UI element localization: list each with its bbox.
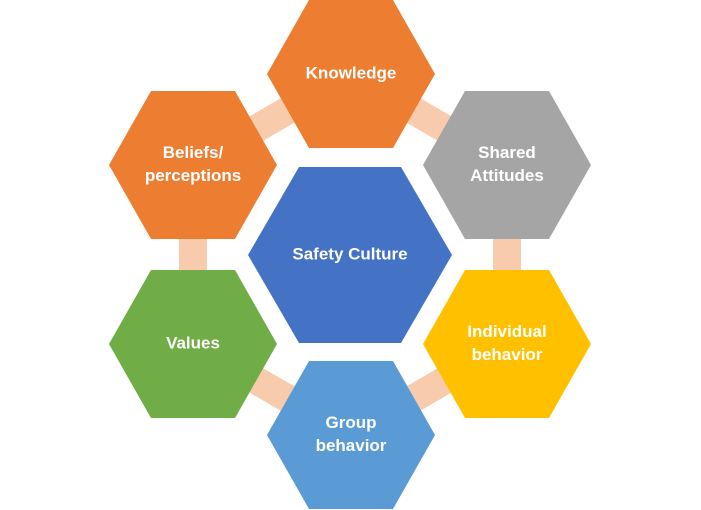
hexagon-label-safety-culture: Safety Culture <box>292 244 407 263</box>
hexagon-shared-attitudes: Shared Attitudes <box>423 91 591 239</box>
hexagon-individual-behavior: Individual behavior <box>423 270 591 418</box>
hexagon-label-knowledge: Knowledge <box>306 63 397 82</box>
hexagon-shape-safety-culture <box>248 167 452 343</box>
hexagon-knowledge: Knowledge <box>267 0 435 148</box>
hexagon-beliefs-perceptions: Beliefs/perceptions <box>109 91 277 239</box>
hexagon-shape-group-behavior <box>267 361 435 509</box>
hexagon-label-individual-behavior-line2: behavior <box>472 345 543 364</box>
hexagon-label-beliefs-perceptions-line1: Beliefs/ <box>163 143 224 162</box>
connector-shared-attitudes-individual-behavior <box>493 224 521 285</box>
hexagons: Knowledge Shared Attitudes Individual behavi… <box>109 0 591 509</box>
hexagon-shape-individual-behavior <box>423 270 591 418</box>
hexagon-label-group-behavior-line2: behavior <box>316 436 387 455</box>
hexagon-shape-beliefs-perceptions <box>109 91 277 239</box>
hexagon-shape-knowledge <box>267 0 435 148</box>
hexagon-safety-culture: Safety Culture <box>248 167 452 343</box>
hexagon-group-behavior: Group behavior <box>267 361 435 509</box>
connector-values-beliefs-perceptions <box>179 224 207 285</box>
hexagon-label-beliefs-perceptions-line2: perceptions <box>145 166 241 185</box>
hexagon-shape-values <box>109 270 277 418</box>
hexagon-label-shared-attitudes-line2: Attitudes <box>470 166 544 185</box>
hexagon-label-group-behavior-line1: Group <box>326 413 377 432</box>
hexagon-label-individual-behavior-line1: Individual <box>467 322 546 341</box>
hexagon-label-shared-attitudes-line1: Shared <box>478 143 536 162</box>
hexagon-shape-shared-attitudes <box>423 91 591 239</box>
hexagon-values: Values <box>109 270 277 418</box>
hexagon-label-values: Values <box>166 333 220 352</box>
